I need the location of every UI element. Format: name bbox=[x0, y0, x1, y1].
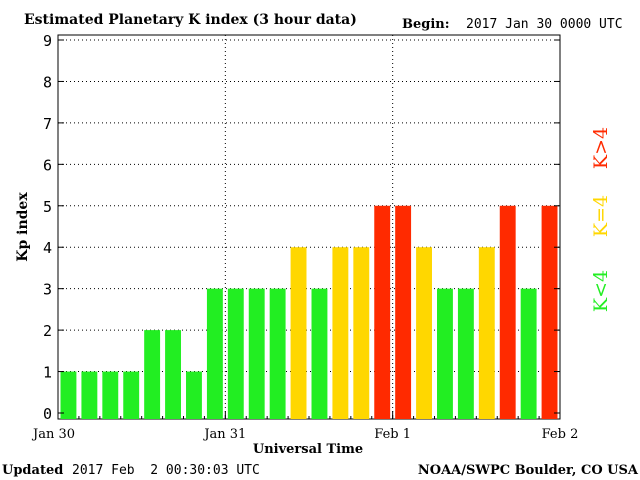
bar-series bbox=[60, 205, 558, 419]
kp-bar bbox=[541, 205, 558, 419]
kp-bar bbox=[102, 371, 119, 419]
chart-title: Estimated Planetary K index (3 hour data… bbox=[24, 12, 357, 28]
legend-below-4: K<4 bbox=[590, 270, 612, 312]
begin-value: 2017 Jan 30 0000 UTC bbox=[466, 17, 623, 32]
x-tick-label: Jan 30 bbox=[31, 427, 75, 442]
kp-bar bbox=[269, 288, 286, 419]
kp-bar bbox=[437, 288, 453, 419]
y-tick-label: 9 bbox=[43, 32, 52, 50]
kp-bar bbox=[144, 330, 161, 419]
kp-bar bbox=[206, 288, 223, 419]
y-tick-label: 4 bbox=[43, 239, 52, 257]
y-tick-label: 3 bbox=[43, 281, 52, 299]
y-tick-label: 6 bbox=[43, 156, 52, 174]
kp-bar bbox=[416, 247, 432, 419]
updated-value: 2017 Feb 2 00:30:03 UTC bbox=[72, 463, 260, 478]
x-tick-label: Feb 2 bbox=[542, 427, 579, 442]
x-tick-label: Jan 31 bbox=[202, 427, 246, 442]
begin-label: Begin: bbox=[402, 17, 450, 32]
kp-bar bbox=[374, 205, 391, 419]
y-tick-label: 8 bbox=[43, 73, 52, 91]
kp-bar bbox=[332, 247, 349, 419]
y-axis-label: Kp index bbox=[15, 192, 31, 262]
y-tick-label: 1 bbox=[43, 364, 52, 382]
kp-bar bbox=[123, 371, 140, 419]
grid-lines bbox=[58, 35, 560, 419]
source-credit: NOAA/SWPC Boulder, CO USA bbox=[418, 463, 639, 478]
kp-bar bbox=[186, 371, 202, 419]
legend-equal-4: K=4 bbox=[590, 195, 612, 237]
kp-bar bbox=[60, 371, 77, 419]
kp-bar bbox=[499, 205, 516, 419]
kp-bar bbox=[353, 247, 370, 419]
y-tick-label: 2 bbox=[43, 322, 52, 340]
kp-bar bbox=[478, 247, 495, 419]
x-axis-label: Universal Time bbox=[253, 442, 363, 457]
kp-bar bbox=[457, 288, 474, 419]
kp-bar bbox=[395, 205, 412, 419]
legend-above-4: K>4 bbox=[590, 127, 612, 169]
y-axis-ticks: 0 1 2 3 4 5 6 7 8 9 bbox=[43, 32, 560, 423]
kp-bar bbox=[520, 288, 537, 419]
kp-bar bbox=[311, 288, 328, 419]
kp-bar bbox=[165, 330, 181, 419]
updated-label: Updated bbox=[2, 463, 63, 478]
kp-bar bbox=[227, 288, 244, 419]
y-tick-label: 7 bbox=[43, 115, 52, 133]
x-tick-label: Feb 1 bbox=[374, 427, 411, 442]
y-tick-label: 5 bbox=[43, 198, 52, 216]
kp-bar bbox=[81, 371, 98, 419]
y-tick-label: 0 bbox=[43, 405, 52, 423]
kp-bar bbox=[248, 288, 265, 419]
x-axis-ticks: Jan 30 Jan 31 Feb 1 Feb 2 bbox=[31, 411, 578, 442]
kp-bar bbox=[290, 247, 307, 419]
